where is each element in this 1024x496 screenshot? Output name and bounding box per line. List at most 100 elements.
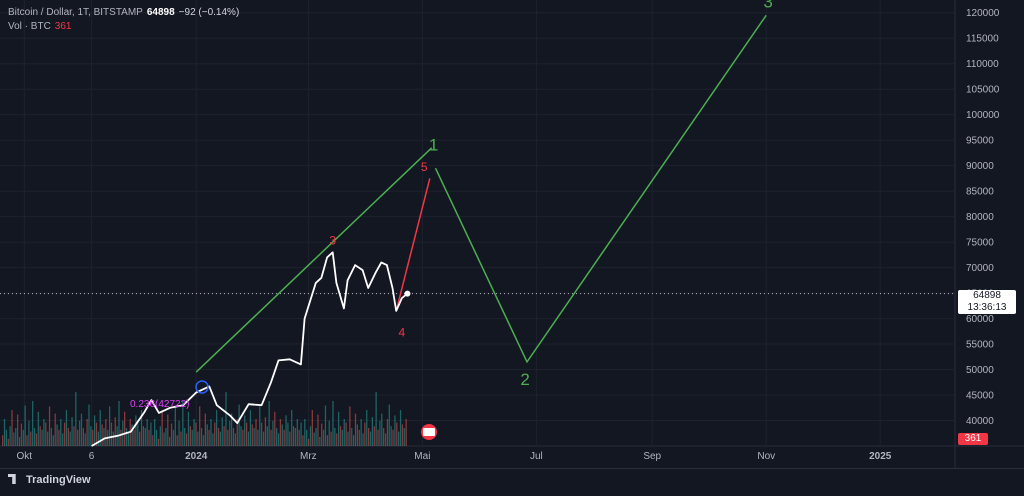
volume-bar [152, 435, 154, 446]
legend-volume-row[interactable]: Vol · BTC 361 [8, 20, 239, 34]
y-tick-label: 80000 [966, 212, 994, 223]
volume-bar [193, 419, 195, 446]
volume-bar [35, 433, 38, 446]
volume-bar [184, 428, 186, 446]
volume-bar [103, 428, 105, 446]
x-tick-label: 2025 [869, 451, 892, 462]
volume-bar [180, 431, 182, 446]
last-price-dot [404, 290, 411, 297]
volume-bar [127, 433, 130, 446]
price-line [91, 251, 408, 447]
tradingview-logo-icon [8, 474, 16, 484]
volume-bar [234, 433, 237, 446]
volume-bar [52, 435, 54, 446]
volume-bar [45, 422, 47, 446]
volume-bar [246, 422, 248, 446]
volume-bar [167, 414, 169, 446]
volume-bar [321, 423, 323, 446]
volume-bar [351, 428, 353, 446]
tradingview-brand[interactable]: TradingView [8, 474, 91, 486]
fib-label: 0.236(42722) [130, 399, 190, 410]
volume-bar [369, 431, 372, 446]
volume-bar [163, 432, 165, 446]
volume-bar [274, 411, 276, 446]
volume-bar [199, 406, 201, 446]
legend-change: −92 (−0.14%) [178, 7, 240, 18]
volume-bar [396, 422, 398, 446]
volume-bar [112, 431, 115, 446]
volume-bar [381, 413, 383, 446]
volume-bar [334, 428, 336, 446]
volume-bar [191, 429, 193, 446]
x-tick-label: 6 [89, 451, 95, 462]
y-tick-label: 55000 [966, 340, 994, 351]
volume-bar [15, 428, 17, 446]
volume-bar [291, 410, 293, 446]
volume-bar [131, 424, 133, 446]
volume-bar [71, 417, 73, 446]
volume-bar [124, 411, 126, 446]
volume-bar [202, 435, 205, 446]
x-tick-label: 2024 [185, 451, 208, 462]
volume-bar [330, 431, 332, 446]
volume-bar [54, 413, 56, 446]
volume-bar [189, 426, 191, 446]
bar-countdown: 13:36:13 [967, 302, 1007, 313]
volume-bar [339, 426, 342, 446]
volume-bar [140, 410, 143, 446]
volume-bar [69, 431, 71, 446]
volume-bar [146, 419, 148, 446]
volume-bar [11, 410, 13, 446]
y-tick-label: 60000 [966, 314, 994, 325]
volume-bar [22, 429, 24, 446]
y-tick-label: 110000 [966, 59, 999, 70]
volume-bar [392, 429, 394, 446]
volume-bar [139, 431, 141, 446]
volume-bar [84, 433, 86, 446]
volume-bar [354, 413, 357, 446]
wave-label: 1 [429, 135, 438, 154]
volume-bar [229, 420, 231, 446]
wave-label: 4 [398, 325, 405, 339]
volume-bar [99, 410, 101, 446]
legend-symbol-row[interactable]: Bitcoin / Dollar, 1T, BITSTAMP 64898 −92 (… [8, 6, 239, 20]
volume-bar [78, 420, 81, 446]
volume-bar [182, 401, 184, 446]
volume-bar [247, 431, 250, 446]
volume-bar [266, 426, 268, 446]
volume-bar [26, 435, 28, 446]
volume-bar [292, 426, 295, 446]
legend-volume-label: Vol · BTC [8, 21, 51, 32]
volume-bar [244, 415, 246, 446]
volume-bar [3, 419, 6, 446]
wave-labels: 1 2 3 5 4 3 0.236(42722) [130, 0, 773, 440]
volume-bar [337, 411, 340, 446]
y-tick-label: 75000 [966, 238, 994, 249]
volume-bar [371, 417, 374, 446]
volume-bar [328, 420, 330, 446]
volume-bar [155, 429, 158, 446]
volume-bar [277, 433, 280, 446]
volume-bar [341, 429, 344, 446]
flag-marker-inner [423, 428, 435, 436]
volume-bar [317, 414, 319, 446]
volume-bar [242, 429, 244, 446]
volume-bar [311, 410, 313, 446]
volume-bar [77, 429, 79, 446]
volume-bar [28, 420, 30, 446]
volume-bar [281, 424, 283, 446]
volume-bar [298, 429, 300, 446]
volume-bar [215, 410, 218, 446]
volume-bar [360, 419, 362, 446]
x-tick-label: Nov [757, 451, 775, 462]
volume-bar [176, 435, 178, 446]
volume-bar [264, 417, 267, 446]
volume-bar [352, 435, 355, 446]
volume-bar [47, 431, 49, 446]
volume-bar [403, 428, 405, 446]
volume-bar [144, 428, 146, 446]
volume-bar [2, 435, 4, 446]
volume-bar [262, 431, 265, 446]
